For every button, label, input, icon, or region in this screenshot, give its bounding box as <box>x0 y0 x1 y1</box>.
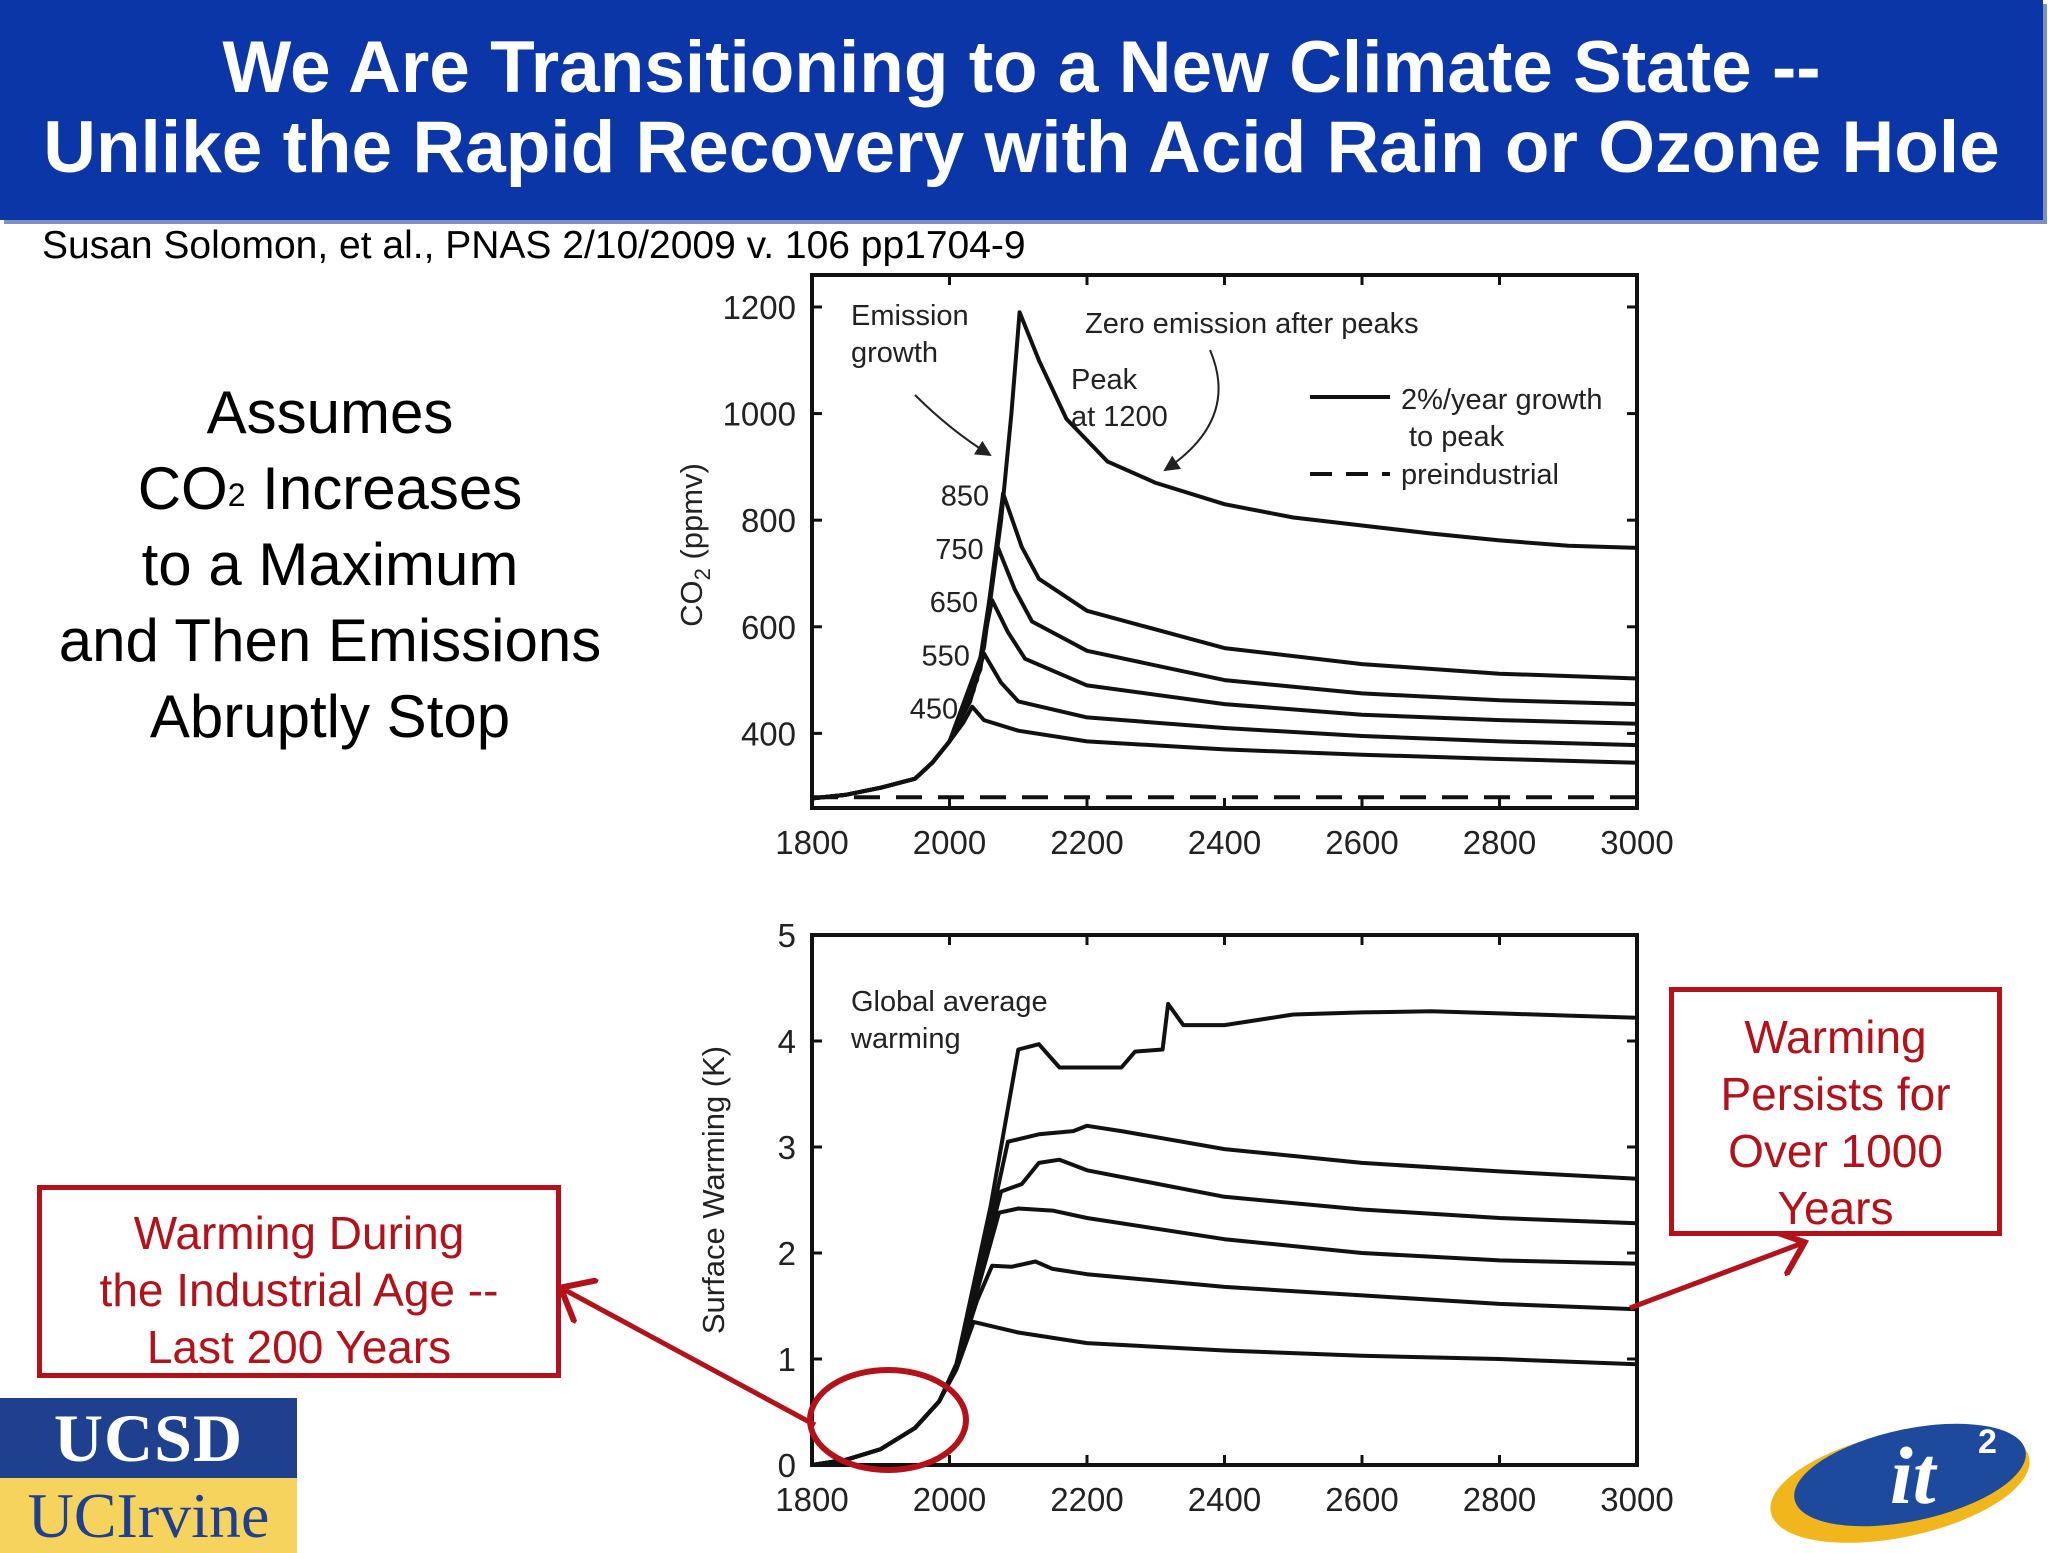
industrial-age-highlight-ellipse <box>807 1367 969 1473</box>
assumption-line-3: to a Maximum <box>141 531 519 598</box>
warming-y-axis-label: Surface Warming (K) <box>696 1046 731 1334</box>
co2-peak-label-450: 450 <box>910 694 958 726</box>
callout-right-line-1: Warming <box>1744 1011 1927 1063</box>
warming-series-line-450 <box>811 1319 1638 1467</box>
warming-y-tick-label: 3 <box>778 1129 796 1166</box>
emission-growth-arrow <box>914 394 992 457</box>
assumption-line-5: Abruptly Stop <box>149 683 511 750</box>
industrial-age-callout: Warming During the Industrial Age -- Las… <box>37 1185 561 1378</box>
warming-y-tick-label: 0 <box>778 1447 796 1484</box>
co2-peak-label-750: 750 <box>935 534 983 566</box>
peak-label-1: Peak <box>1071 364 1138 396</box>
emission-growth-label-1: Emission <box>851 300 969 332</box>
warming-persists-callout: Warming Persists for Over 1000 Years <box>1669 987 2002 1236</box>
co2-chart: 1800 2000 2200 2400 2600 2800 3000 400 600 800 10… <box>674 273 1674 861</box>
warming-x-tick-label: 2200 <box>1050 1481 1123 1518</box>
co2-y-tick-label: 400 <box>741 715 796 752</box>
co2-x-tick-label: 2400 <box>1188 824 1261 861</box>
co2-y-axis-label: CO2 (ppmv) <box>674 463 715 627</box>
assumption-line-2: CO2 Increases <box>40 451 620 527</box>
co2-x-tick-label: 2200 <box>1050 824 1123 861</box>
peak-label-2: at 1200 <box>1071 401 1168 433</box>
global-average-label-1: Global average <box>851 986 1048 1018</box>
slide-title-line-2: Unlike the Rapid Recovery with Acid Rain… <box>43 107 2000 188</box>
assumption-increases: Increases <box>245 455 523 522</box>
warming-y-tick-label: 2 <box>778 1235 796 1272</box>
legend-preindustrial-label: preindustrial <box>1401 459 1559 491</box>
it2-logo-sup: 2 <box>1978 1423 1997 1461</box>
legend-growth-label-2: to peak <box>1409 421 1505 453</box>
callout-right-line-2: Persists for <box>1720 1068 1951 1120</box>
co2-y-ticks: 400 600 800 1000 1200 <box>723 289 1637 752</box>
uci-logo: UCIrvine <box>0 1478 297 1553</box>
it2-logo: it 2 <box>1770 1423 2030 1543</box>
global-average-label-2: warming <box>850 1023 961 1055</box>
co2-y-tick-label: 1200 <box>723 289 796 326</box>
callout-right-line-4: Years <box>1777 1182 1894 1234</box>
assumption-co-sup: 2 <box>227 477 246 513</box>
warming-y-tick-label: 4 <box>778 1023 796 1060</box>
co2-x-tick-label: 3000 <box>1600 824 1673 861</box>
citation: Susan Solomon, et al., PNAS 2/10/2009 v.… <box>42 224 1026 267</box>
warming-x-tick-label: 2000 <box>913 1481 986 1518</box>
warming-series <box>811 1001 1638 1467</box>
zero-emission-arrow <box>1163 349 1220 472</box>
warming-series-line-550 <box>811 1259 1638 1467</box>
co2-y-tick-label: 800 <box>741 502 796 539</box>
warming-y-tick-label: 1 <box>778 1341 796 1378</box>
ucsd-logo: UCSD <box>0 1398 297 1478</box>
co2-x-tick-label: 2600 <box>1325 824 1398 861</box>
co2-y-tick-label: 600 <box>741 609 796 646</box>
co2-peak-label-650: 650 <box>930 587 978 619</box>
co2-peak-label-850: 850 <box>941 481 989 513</box>
it2-logo-disc <box>1794 1423 2026 1527</box>
co2-series <box>811 310 1638 801</box>
left-callout-arrow <box>565 1290 817 1428</box>
co2-y-tick-label: 1000 <box>723 396 796 433</box>
co2-series-labels: 450 550 650 750 850 <box>910 481 989 726</box>
warming-x-tick-label: 1800 <box>775 1481 848 1518</box>
zero-emission-label: Zero emission after peaks <box>1085 308 1419 340</box>
warming-y-tick-label: 5 <box>778 917 796 954</box>
assumption-text: Assumes CO2 Increases to a Maximum and T… <box>40 375 620 755</box>
warming-series-line-1200 <box>811 1001 1638 1467</box>
callout-right-line-3: Over 1000 <box>1728 1125 1943 1177</box>
emission-growth-label-2: growth <box>851 337 938 369</box>
warming-series-line-750 <box>811 1157 1638 1467</box>
assumption-co: CO <box>137 455 228 522</box>
co2-series-line-1200 <box>811 310 1638 801</box>
warming-x-tick-label: 2400 <box>1188 1481 1261 1518</box>
co2-legend: 2%/year growth to peak preindustrial <box>1310 384 1603 491</box>
co2-peak-label-550: 550 <box>921 640 969 672</box>
warming-series-line-850 <box>811 1123 1638 1467</box>
co2-x-tick-label: 2800 <box>1463 824 1536 861</box>
it2-logo-text: it <box>1890 1430 1938 1521</box>
warming-x-tick-label: 3000 <box>1600 1481 1673 1518</box>
co2-x-tick-label: 1800 <box>775 824 848 861</box>
warming-series-line-650 <box>811 1206 1638 1467</box>
co2-x-tick-label: 2000 <box>913 824 986 861</box>
warming-chart: 1800 2000 2200 2400 2600 2800 3000 0 1 2 3 4 5 Surf… <box>696 917 1674 1518</box>
assumption-line-1: Assumes <box>206 379 454 446</box>
warming-x-tick-label: 2600 <box>1325 1481 1398 1518</box>
warming-y-ticks: 0 1 2 3 4 5 <box>778 917 1637 1484</box>
callout-left-line-1: Warming During <box>133 1207 465 1259</box>
callout-left-line-2: the Industrial Age -- <box>99 1264 499 1316</box>
warming-x-tick-label: 2800 <box>1463 1481 1536 1518</box>
warming-x-ticks: 1800 2000 2200 2400 2600 2800 3000 <box>775 935 1674 1518</box>
title-bar: We Are Transitioning to a New Climate St… <box>0 0 2043 220</box>
slide-title-line-1: We Are Transitioning to a New Climate St… <box>222 27 1821 108</box>
callout-left-line-3: Last 200 Years <box>146 1321 452 1373</box>
co2-x-ticks: 1800 2000 2200 2400 2600 2800 3000 <box>775 275 1674 861</box>
right-callout-arrow <box>1629 1244 1800 1311</box>
assumption-line-4: and Then Emissions <box>58 607 602 674</box>
legend-growth-label: 2%/year growth <box>1401 384 1603 416</box>
